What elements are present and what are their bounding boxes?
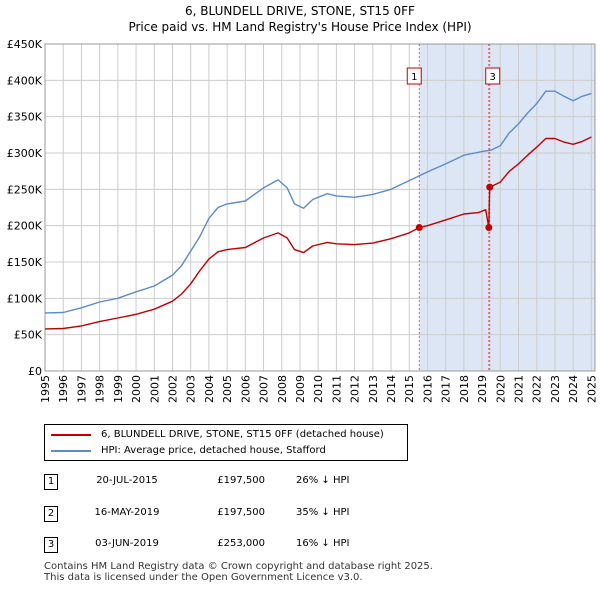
property-series-line — [44, 136, 592, 330]
footer-copyright: Contains HM Land Registry data © Crown c… — [44, 561, 433, 572]
x-tick-label: 2017 — [440, 375, 453, 403]
shaded-period — [419, 44, 595, 371]
sale-marker-3: 3 — [485, 67, 501, 85]
legend-swatch-property — [51, 434, 91, 436]
x-tick-label: 2012 — [349, 375, 362, 403]
x-tick-label: 2000 — [130, 375, 143, 403]
y-tick-label: £350K — [7, 111, 43, 124]
legend-label-property: 6, BLUNDELL DRIVE, STONE, ST15 0FF (deta… — [101, 429, 384, 440]
sale-hpi-diff: 26% ↓ HPI — [296, 475, 350, 486]
x-tick-label: 2022 — [531, 375, 544, 403]
footer: Contains HM Land Registry data © Crown c… — [44, 561, 433, 583]
y-tick-label: £250K — [7, 183, 43, 196]
y-tick-label: £100K — [7, 292, 43, 305]
y-tick-label: £0 — [28, 365, 42, 378]
sale-date: 03-JUN-2019 — [95, 538, 159, 549]
x-tick-label: 2002 — [166, 375, 179, 403]
sale-row: 1 20-JUL-2015 £197,500 26% ↓ HPI — [0, 474, 600, 492]
sale-number-badge: 1 — [44, 474, 58, 490]
y-tick-label: £150K — [7, 256, 43, 269]
legend-swatch-hpi — [51, 450, 91, 452]
sale-hpi-diff: 16% ↓ HPI — [296, 538, 350, 549]
x-tick-label: 2004 — [203, 375, 216, 403]
x-tick-label: 2007 — [258, 375, 271, 403]
y-tick-label: £200K — [7, 220, 43, 233]
x-tick-label: 1998 — [94, 375, 107, 403]
y-tick-label: £50K — [14, 329, 43, 342]
price-chart: £0 £50K £100K £150K £200K £250K £300K £350K £400… — [7, 38, 599, 403]
plot-frame — [44, 43, 596, 372]
x-tick-label: 1999 — [112, 375, 125, 403]
x-tick-label: 2001 — [148, 375, 161, 403]
sale-row: 3 03-JUN-2019 £253,000 16% ↓ HPI — [0, 537, 600, 555]
x-tick-label: 1996 — [57, 375, 70, 403]
x-tick-label: 2006 — [239, 375, 252, 403]
sale-row: 2 16-MAY-2019 £197,500 35% ↓ HPI — [0, 506, 600, 524]
sale-point — [485, 223, 493, 231]
footer-licence: This data is licensed under the Open Gov… — [44, 572, 363, 583]
chart-title-line1: 6, BLUNDELL DRIVE, STONE, ST15 0FF — [185, 4, 415, 18]
x-tick-label: 2023 — [549, 375, 562, 403]
legend-label-hpi: HPI: Average price, detached house, Staf… — [101, 445, 326, 456]
x-tick-label: 2013 — [367, 375, 380, 403]
x-tick-label: 2019 — [476, 375, 489, 403]
sale-price: £253,000 — [217, 538, 265, 549]
x-tick-label: 2020 — [494, 375, 507, 403]
sale-point — [415, 223, 423, 231]
sale-marker-box — [485, 67, 501, 85]
sale-date: 20-JUL-2015 — [96, 475, 158, 486]
legend: 6, BLUNDELL DRIVE, STONE, ST15 0FF (deta… — [44, 424, 408, 461]
x-tick-label: 2010 — [312, 375, 325, 403]
sale-marker-1: 1 — [406, 67, 422, 85]
y-tick-label: £300K — [7, 147, 43, 160]
x-tick-label: 2014 — [385, 375, 398, 403]
chart-title-line2: Price paid vs. HM Land Registry's House … — [128, 20, 472, 34]
x-tick-label: 2025 — [585, 375, 598, 403]
sale-marker-box — [406, 67, 422, 85]
x-tick-label: 2003 — [185, 375, 198, 403]
sale-price: £197,500 — [217, 475, 265, 486]
sale-number-badge: 2 — [44, 506, 58, 522]
x-tick-label: 1995 — [39, 375, 52, 403]
x-tick-label: 2024 — [567, 375, 580, 403]
sale-point — [486, 183, 494, 191]
x-tick-label: 2021 — [513, 375, 526, 403]
sale-price: £197,500 — [217, 507, 265, 518]
y-tick-label: £400K — [7, 74, 43, 87]
x-tick-label: 1997 — [75, 375, 88, 403]
x-tick-label: 2005 — [221, 375, 234, 403]
y-tick-label: £450K — [7, 38, 43, 51]
x-tick-label: 2008 — [276, 375, 289, 403]
sale-marker-label: 1 — [411, 72, 417, 83]
sale-hpi-diff: 35% ↓ HPI — [296, 507, 350, 518]
sale-date: 16-MAY-2019 — [94, 507, 160, 518]
hpi-series-line — [44, 90, 592, 314]
sale-number-badge: 3 — [44, 537, 58, 553]
sale-marker-label: 3 — [490, 72, 496, 83]
x-tick-label: 2009 — [294, 375, 307, 403]
x-tick-label: 2018 — [458, 375, 471, 403]
x-tick-label: 2016 — [421, 375, 434, 403]
x-tick-label: 2011 — [330, 375, 343, 403]
x-tick-label: 2015 — [403, 375, 416, 403]
